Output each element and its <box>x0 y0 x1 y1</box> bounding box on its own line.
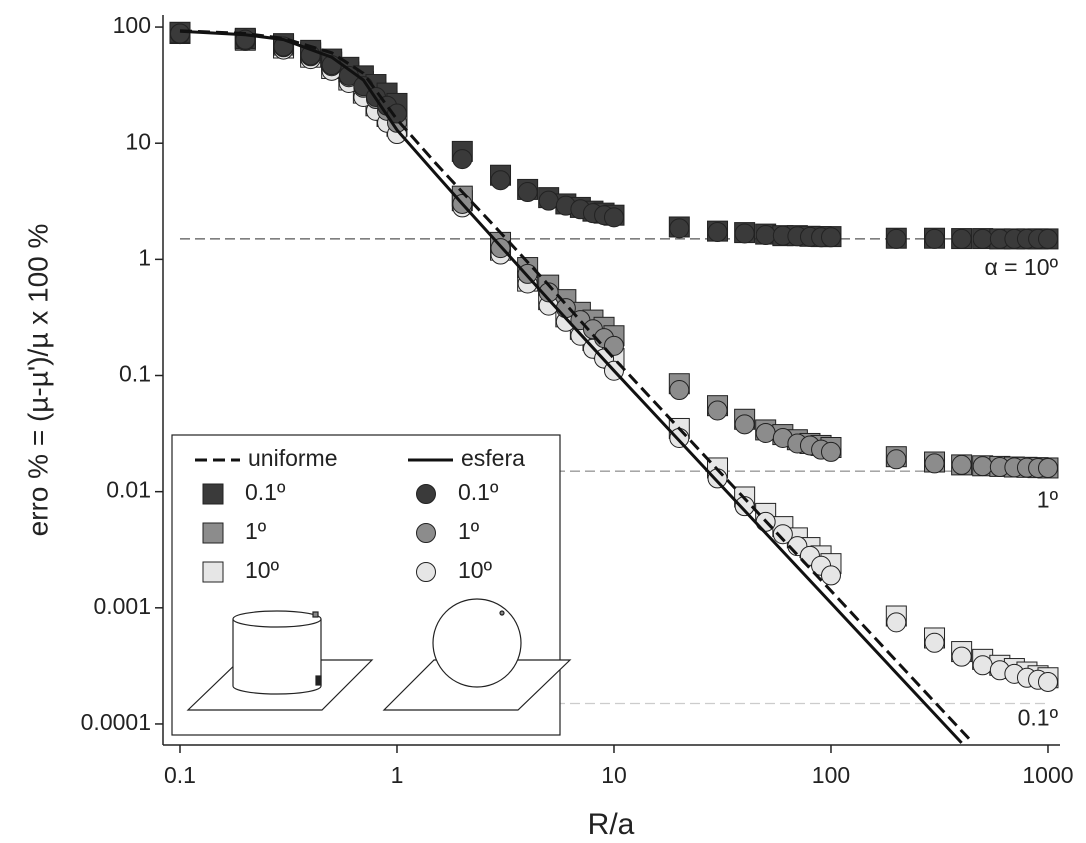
legend-marker <box>203 484 223 504</box>
circle-marker <box>1038 458 1057 477</box>
circle-marker <box>821 442 840 461</box>
circle-marker <box>756 226 775 245</box>
legend-label: 1º <box>245 518 267 544</box>
circle-marker <box>170 24 189 43</box>
circle-marker <box>518 183 537 202</box>
y-tick-label: 100 <box>113 12 151 38</box>
circle-marker <box>973 457 992 476</box>
circle-marker <box>539 191 558 210</box>
circle-marker <box>1038 672 1057 691</box>
legend-marker <box>203 523 223 543</box>
circle-marker <box>604 208 623 227</box>
circle-marker <box>708 401 727 420</box>
x-tick-label: 1 <box>391 762 404 788</box>
circle-marker <box>887 229 906 248</box>
circle-marker <box>887 613 906 632</box>
circle-marker <box>756 423 775 442</box>
reference-label: 1º <box>1037 486 1059 512</box>
legend-label: 0.1º <box>245 479 286 505</box>
x-tick-label: 10 <box>601 762 627 788</box>
legend-marker <box>417 563 436 582</box>
x-tick-label: 100 <box>812 762 850 788</box>
circle-marker <box>821 228 840 247</box>
x-tick-label: 1000 <box>1022 762 1073 788</box>
y-axis-label: erro % = (µ-µ')/µ x 100 % <box>22 224 53 537</box>
circle-marker <box>925 454 944 473</box>
y-tick-label: 0.0001 <box>81 709 151 735</box>
reference-label: 0.1º <box>1018 705 1059 731</box>
circle-marker <box>708 223 727 242</box>
circle-marker <box>670 381 689 400</box>
circle-marker <box>952 229 971 248</box>
circle-marker <box>973 656 992 675</box>
legend-label: 10º <box>245 557 280 583</box>
legend-label: 0.1º <box>458 479 499 505</box>
circle-marker <box>491 171 510 190</box>
y-tick-label: 1 <box>138 244 151 270</box>
legend-label: 10º <box>458 557 493 583</box>
legend-marker <box>203 562 223 582</box>
circle-marker <box>952 647 971 666</box>
legend-marker <box>417 485 436 504</box>
legend: uniforme 0.1º 1º 10º esfera 0.1º 1º 10º <box>172 435 570 735</box>
circle-marker <box>973 229 992 248</box>
circle-marker <box>925 633 944 652</box>
circle-marker <box>952 455 971 474</box>
circle-marker <box>735 415 754 434</box>
circle-marker <box>735 224 754 243</box>
legend-marker <box>417 524 436 543</box>
reference-label: α = 10º <box>985 254 1059 280</box>
circle-marker <box>670 428 689 447</box>
legend-label: uniforme <box>248 445 337 471</box>
y-tick-label: 0.001 <box>93 593 151 619</box>
x-axis-label: R/a <box>588 808 635 841</box>
circle-marker <box>925 229 944 248</box>
y-tick-label: 0.1 <box>119 361 151 387</box>
circle-marker <box>1038 229 1057 248</box>
circle-marker <box>821 566 840 585</box>
chart: α = 10º 1º 0.1º R/a erro % = (µ-µ')/µ x 10… <box>0 0 1086 843</box>
legend-label: 1º <box>458 518 480 544</box>
x-tick-label: 0.1 <box>164 762 196 788</box>
circle-marker <box>887 450 906 469</box>
y-tick-label: 0.01 <box>106 477 151 503</box>
legend-label: esfera <box>461 445 525 471</box>
circle-marker <box>453 150 472 169</box>
page: α = 10º 1º 0.1º R/a erro % = (µ-µ')/µ x 10… <box>0 0 1086 843</box>
circle-marker <box>670 219 689 238</box>
y-tick-label: 10 <box>125 128 151 154</box>
